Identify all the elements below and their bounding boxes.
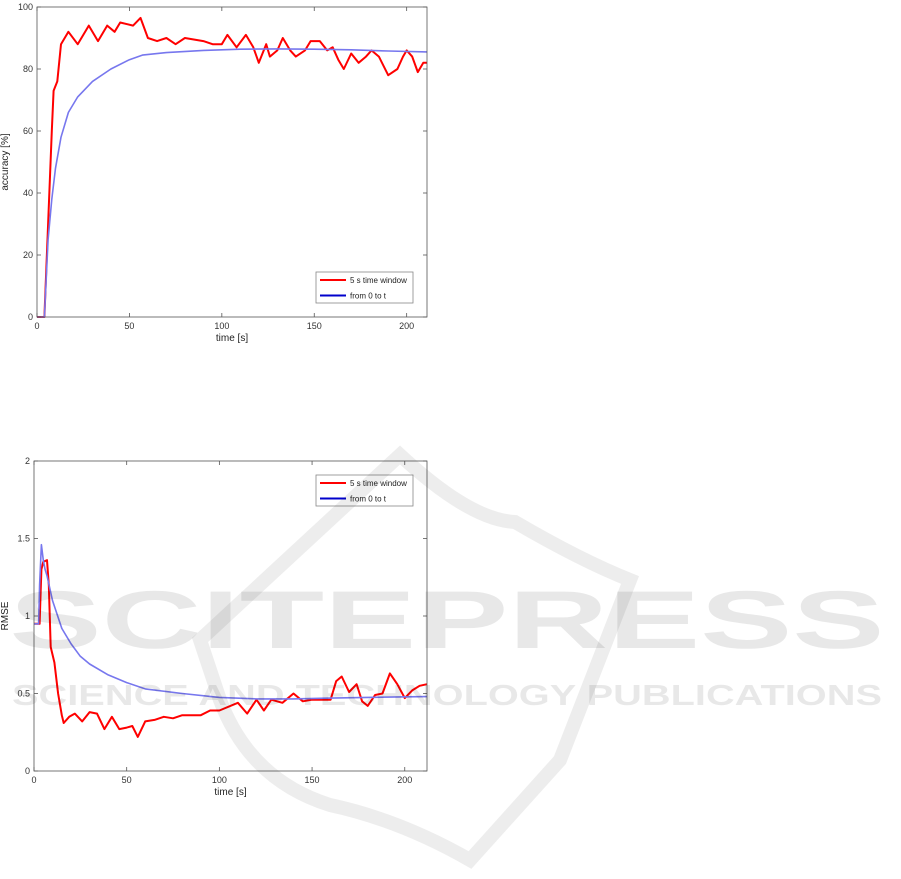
x-tick-label: 100 [212,775,227,785]
legend: 5 s time window from 0 to t [315,474,414,507]
y-tick-label: 80 [23,64,33,74]
legend-entry: 5 s time window [350,479,407,488]
legend-entry: from 0 to t [350,495,387,504]
y-tick-label: 60 [23,126,33,136]
legend-entry: from 0 to t [350,292,387,301]
y-tick-label: 0.5 [17,689,30,699]
plot-frame [33,460,428,772]
x-tick-label: 150 [305,775,320,785]
legend-box [315,271,414,304]
x-tick-label: 200 [399,321,414,331]
plot-frame [36,6,428,318]
y-tick-label: 20 [23,250,33,260]
series-line-2 [37,48,428,318]
x-axis-label: time [s] [214,787,246,798]
y-tick-label: 100 [18,2,33,12]
y-tick-label: 0 [28,312,33,322]
x-tick-label: 200 [397,775,412,785]
y-tick-label: 1 [25,611,30,621]
legend-entry: 5 s time window [350,276,407,285]
series-line-2 [34,543,428,700]
x-tick-label: 0 [31,775,36,785]
legend: 5 s time window from 0 to t [315,271,414,304]
x-tick-label: 100 [214,321,229,331]
x-tick-label: 50 [122,775,132,785]
x-tick-label: 150 [307,321,322,331]
legend-box [315,474,414,507]
x-tick-label: 0 [34,321,39,331]
y-axis-label: RMSE [0,601,11,630]
y-tick-label: 0 [25,766,30,776]
chart-1: 0 50 100 150 200 0 20 40 60 80 100 time [s] accuracy… [0,2,428,344]
chart-2: 0 50 100 150 200 0 0.5 1 1.5 2 time [s] RMSE 5 s tim… [0,456,428,798]
y-tick-label: 2 [25,456,30,466]
x-axis-label: time [s] [216,333,248,344]
series-line-1 [34,559,428,738]
y-tick-label: 40 [23,188,33,198]
y-axis-label: accuracy [%] [0,133,11,190]
y-tick-label: 1.5 [17,534,30,544]
x-tick-label: 50 [124,321,134,331]
